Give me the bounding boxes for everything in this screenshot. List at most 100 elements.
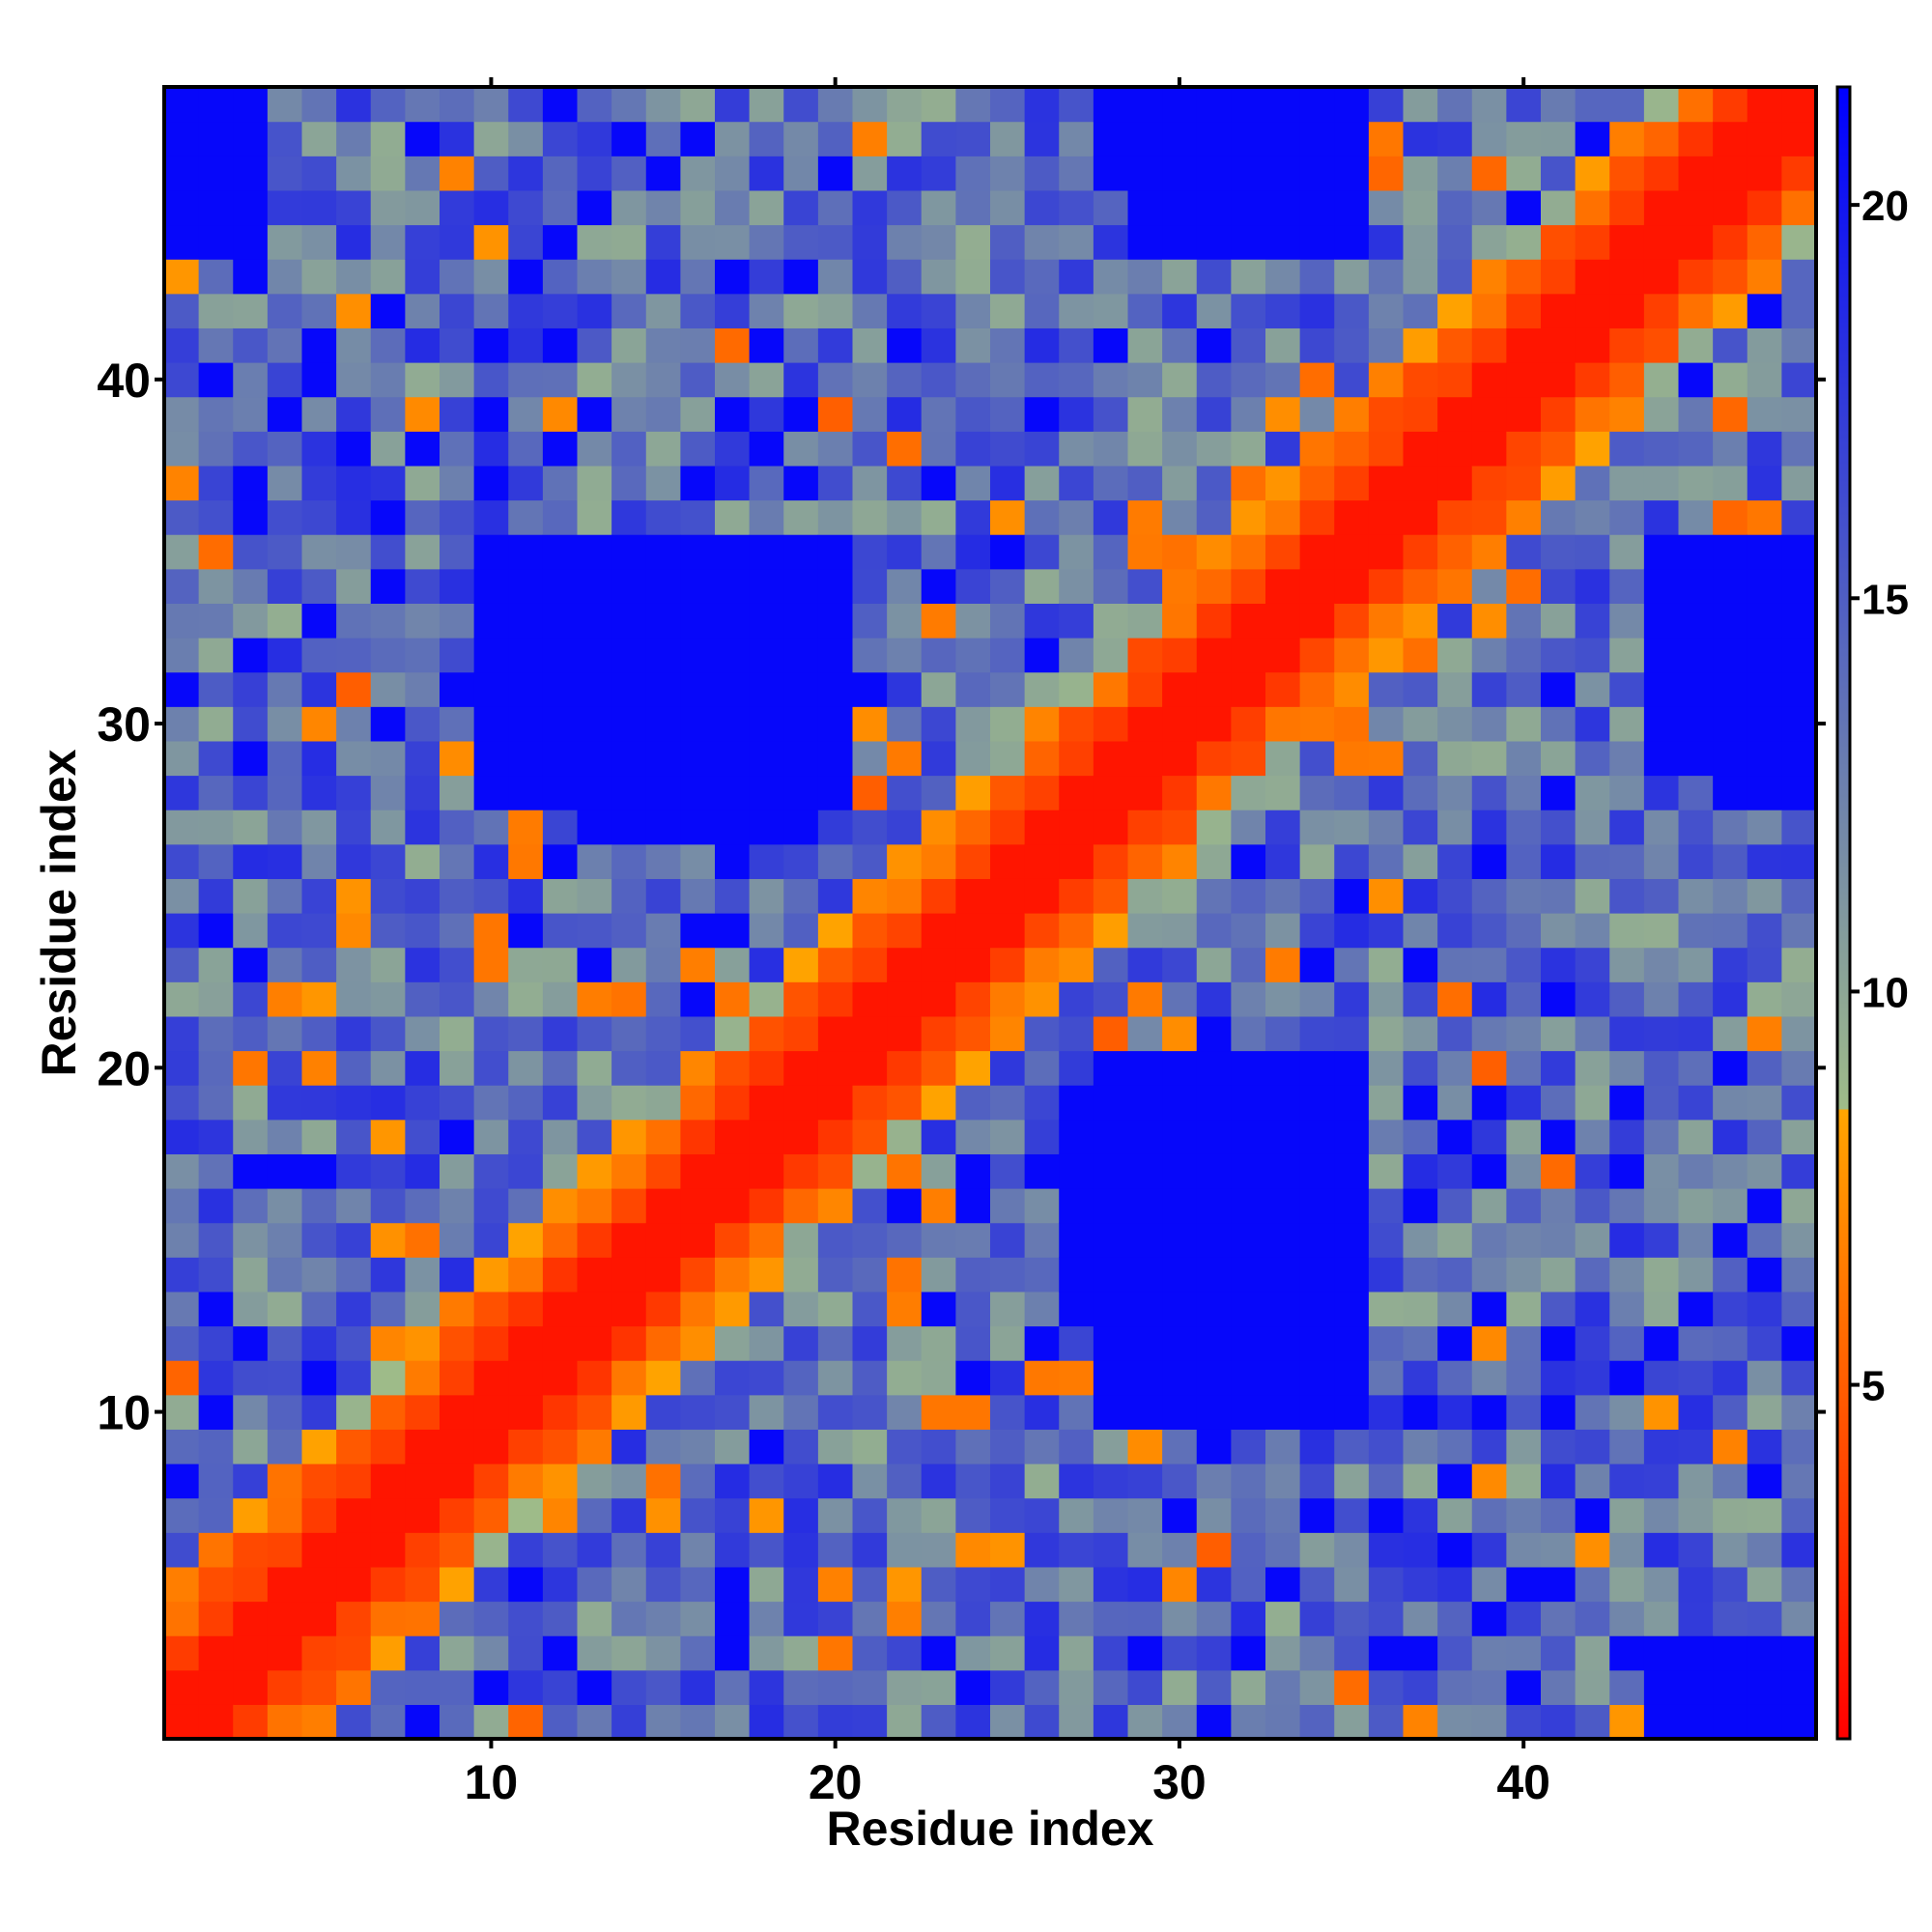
heatmap-cell	[542, 1497, 579, 1533]
heatmap-cell	[336, 913, 372, 949]
heatmap-cell	[817, 843, 854, 879]
heatmap-cell	[1437, 1153, 1473, 1189]
heatmap-cell	[1609, 431, 1645, 467]
heatmap-cell	[680, 1704, 716, 1740]
heatmap-cell	[233, 740, 269, 777]
heatmap-cell	[1059, 981, 1094, 1017]
heatmap-cell	[887, 1015, 923, 1052]
heatmap-cell	[921, 87, 956, 123]
heatmap-cell	[921, 499, 956, 535]
heatmap-cell	[1471, 1325, 1507, 1361]
heatmap-cell	[1403, 981, 1438, 1017]
heatmap-cell	[1334, 1119, 1370, 1154]
heatmap-cell	[1024, 362, 1060, 398]
heatmap-cell	[990, 810, 1026, 845]
heatmap-cell	[680, 810, 716, 845]
heatmap-cell	[887, 1291, 923, 1327]
heatmap-cell	[783, 1601, 819, 1636]
heatmap-cell	[680, 878, 716, 914]
heatmap-cell	[817, 1153, 854, 1189]
heatmap-cell	[852, 1532, 888, 1568]
heatmap-cell	[577, 981, 612, 1017]
heatmap-cell	[921, 1532, 956, 1568]
heatmap-cell	[542, 1015, 579, 1052]
heatmap-cell	[611, 534, 647, 570]
heatmap-cell	[164, 1188, 200, 1224]
heatmap-cell	[301, 224, 337, 260]
heatmap-cell	[1471, 671, 1507, 707]
heatmap-cell	[1162, 1497, 1198, 1533]
heatmap-cell	[1747, 843, 1782, 879]
heatmap-cell	[611, 810, 647, 845]
heatmap-cell	[680, 706, 716, 742]
heatmap-cell	[370, 1635, 406, 1671]
heatmap-cell	[1541, 259, 1577, 295]
heatmap-cell	[680, 775, 716, 810]
heatmap-cell	[852, 156, 888, 191]
heatmap-cell	[405, 1188, 440, 1224]
heatmap-cell	[1678, 224, 1714, 260]
heatmap-cell	[1368, 189, 1405, 226]
heatmap-cell	[542, 396, 579, 432]
heatmap-cell	[1265, 1429, 1301, 1464]
heatmap-cell	[301, 1188, 337, 1224]
heatmap-cell	[1196, 87, 1232, 123]
heatmap-cell	[164, 1635, 200, 1671]
heatmap-cell	[473, 878, 509, 914]
heatmap-cell	[1196, 671, 1232, 707]
heatmap-cell	[921, 1497, 956, 1533]
heatmap-cell	[233, 259, 269, 295]
heatmap-cell	[715, 1015, 751, 1052]
heatmap-cell	[1471, 259, 1507, 295]
heatmap-cell	[1059, 1601, 1094, 1636]
heatmap-cell	[508, 293, 544, 328]
heatmap-cell	[1437, 706, 1473, 742]
heatmap-cell	[1747, 224, 1782, 260]
heatmap-cell	[577, 1119, 612, 1154]
heatmap-cell	[680, 156, 716, 191]
heatmap-cell	[1781, 878, 1817, 914]
heatmap-cell	[405, 156, 440, 191]
heatmap-cell	[1299, 1704, 1335, 1740]
heatmap-cell	[1403, 775, 1438, 810]
heatmap-cell	[1437, 603, 1473, 639]
heatmap-cell	[508, 1222, 544, 1258]
heatmap-cell	[1403, 1325, 1438, 1361]
heatmap-cell	[1024, 431, 1060, 467]
heatmap-cell	[577, 1463, 612, 1499]
heatmap-cell	[405, 1015, 440, 1052]
heatmap-cell	[370, 775, 406, 810]
heatmap-cell	[1609, 1463, 1645, 1499]
heatmap-cell	[1127, 1429, 1163, 1464]
heatmap-cell	[267, 259, 303, 295]
heatmap-cell	[680, 396, 716, 432]
heatmap-cell	[164, 465, 200, 501]
heatmap-cell	[198, 1566, 234, 1603]
heatmap-cell	[852, 1291, 888, 1327]
heatmap-cell	[405, 1325, 440, 1361]
heatmap-cell	[1265, 981, 1301, 1017]
heatmap-cell	[990, 1085, 1026, 1121]
heatmap-cell	[198, 913, 234, 949]
heatmap-cell	[1368, 1119, 1405, 1154]
heatmap-cell	[164, 327, 200, 363]
heatmap-cell	[680, 327, 716, 363]
heatmap-cell	[1196, 1050, 1232, 1086]
heatmap-cell	[440, 947, 475, 982]
heatmap-cell	[1437, 327, 1473, 363]
heatmap-cell	[440, 1669, 475, 1705]
heatmap-cell	[887, 259, 923, 295]
heatmap-cell	[1196, 1291, 1232, 1327]
heatmap-cell	[301, 293, 337, 328]
heatmap-cell	[1334, 327, 1370, 363]
heatmap-cell	[1541, 362, 1577, 398]
heatmap-cell	[611, 913, 647, 949]
heatmap-cell	[611, 465, 647, 501]
heatmap-cell	[1265, 396, 1301, 432]
heatmap-cell	[1713, 1015, 1748, 1052]
heatmap-cell	[887, 1704, 923, 1740]
heatmap-cell	[611, 603, 647, 639]
heatmap-cell	[267, 740, 303, 777]
heatmap-cell	[680, 1566, 716, 1603]
heatmap-cell	[1059, 156, 1094, 191]
